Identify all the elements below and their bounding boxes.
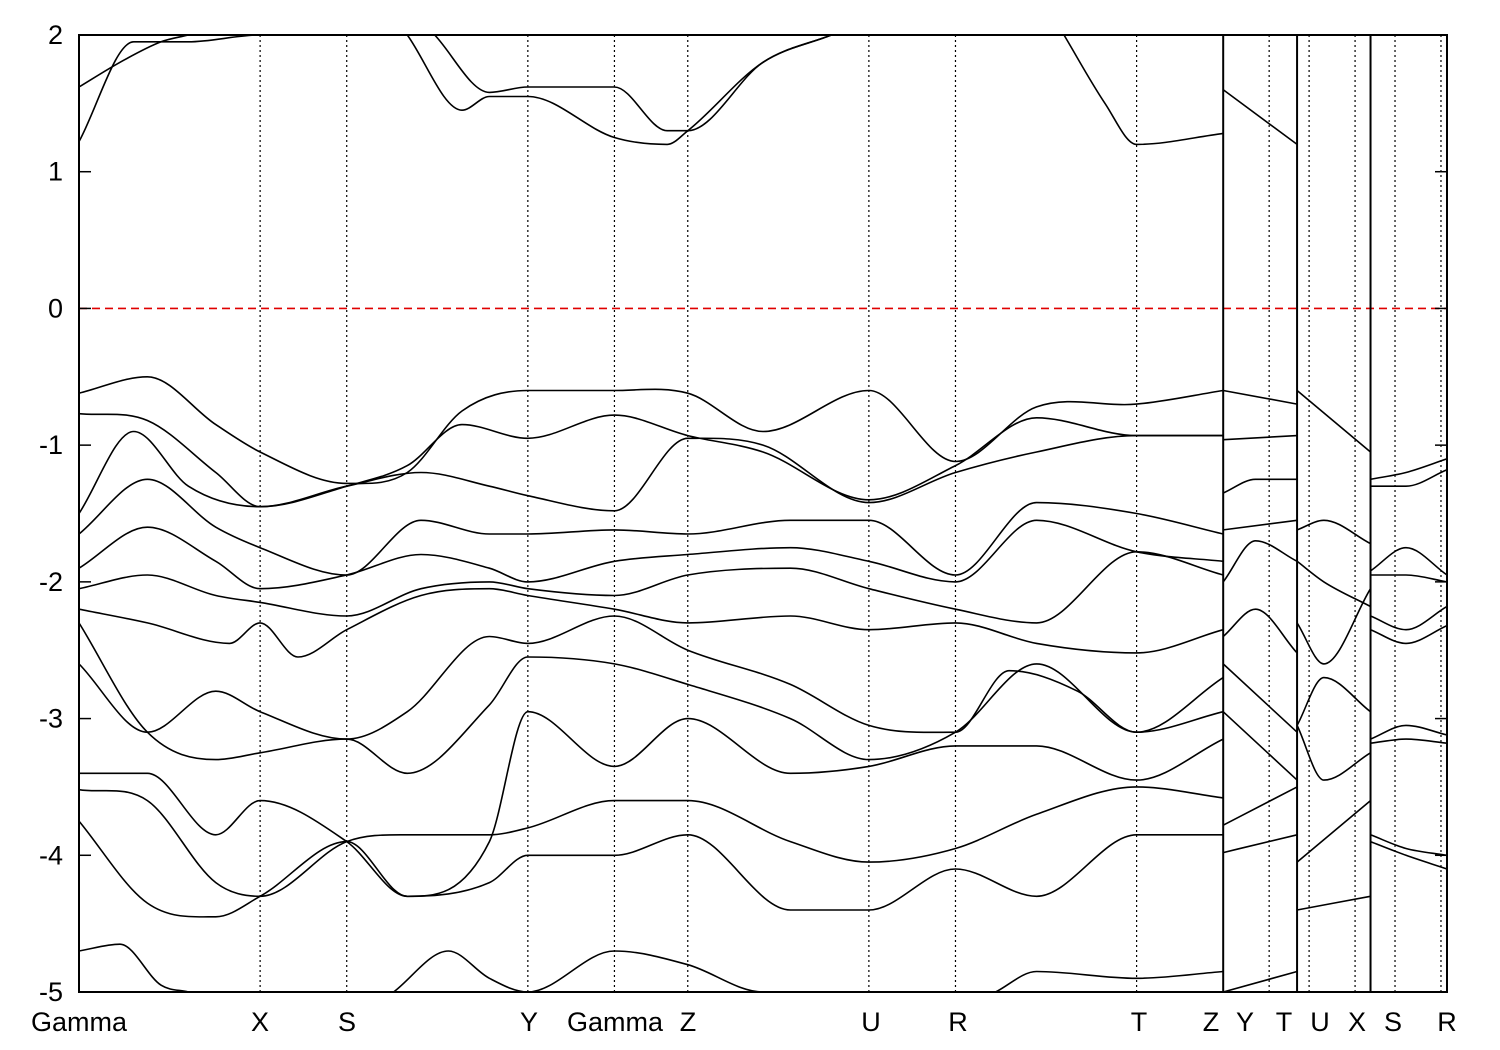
band-line-1 [79, 412, 1224, 508]
band-line-21 [1223, 389, 1298, 405]
x-tick-label: S [1384, 1007, 1402, 1037]
band-line-43 [1370, 574, 1447, 583]
band-line-49 [1370, 840, 1447, 870]
band-line-48 [1370, 834, 1447, 857]
band-line-2 [79, 430, 1224, 514]
band-line-31 [1222, 970, 1298, 992]
band-line-11 [79, 820, 1224, 918]
x-tick-label: Gamma [31, 1007, 128, 1037]
x-tick-label: Z [1203, 1007, 1220, 1037]
band-line-46 [1370, 724, 1447, 740]
band-line-0 [79, 376, 1224, 485]
band-line-9 [79, 710, 1224, 898]
band-line-8 [79, 622, 1224, 775]
x-axis: Gamma X S Y Gamma Z U R T Z Y T U X S R [31, 1007, 1457, 1037]
band-line-30 [1223, 834, 1298, 854]
y-tick-label: -1 [39, 430, 63, 460]
band-line-24 [1223, 519, 1298, 531]
x-tick-label: Gamma [567, 1007, 664, 1037]
band-line-18 [434, 35, 832, 132]
y-tick-label: -4 [39, 840, 63, 870]
band-line-14 [995, 970, 1224, 992]
y-tick-label: 1 [48, 157, 63, 187]
y-axis: -5 -4 -3 -2 -1 0 1 2 [39, 20, 1447, 1007]
x-tick-label: U [861, 1007, 881, 1037]
x-tick-label: U [1310, 1007, 1330, 1037]
x-tick-label: R [1437, 1007, 1457, 1037]
band-line-37 [1296, 725, 1371, 781]
band-line-19 [1063, 35, 1224, 146]
band-line-42 [1370, 546, 1447, 576]
x-tick-label: T [1276, 1007, 1293, 1037]
x-tick-label: X [1348, 1007, 1366, 1037]
y-tick-label: 0 [48, 293, 63, 323]
x-tick-label: X [251, 1007, 269, 1037]
band-line-47 [1370, 738, 1447, 744]
band-line-3 [79, 478, 1224, 576]
high-symmetry-lines [259, 35, 1442, 992]
y-tick-label: -5 [39, 977, 63, 1007]
band-line-40 [1370, 458, 1447, 481]
band-line-20 [1222, 89, 1298, 146]
band-line-6 [79, 587, 1224, 658]
band-line-4 [79, 519, 1224, 590]
x-tick-label: Z [680, 1007, 697, 1037]
band-line-32 [1296, 389, 1372, 453]
band-line-27 [1222, 663, 1298, 733]
x-tick-label: Y [520, 1007, 538, 1037]
band-line-41 [1370, 469, 1447, 488]
band-line-36 [1296, 676, 1371, 726]
x-tick-label: R [948, 1007, 968, 1037]
plot-frame [78, 34, 1448, 993]
band-line-10 [79, 786, 1224, 898]
x-tick-label: Y [1236, 1007, 1254, 1037]
x-tick-label: S [338, 1007, 356, 1037]
band-line-5 [79, 551, 1224, 624]
band-line-38 [1296, 799, 1372, 863]
band-line-28 [1222, 711, 1298, 781]
band-line-16 [79, 35, 189, 88]
band-line-39 [1296, 895, 1371, 911]
band-line-7 [79, 615, 1224, 740]
band-lines [79, 35, 1447, 992]
band-line-34 [1296, 560, 1371, 608]
band-line-45 [1370, 624, 1447, 645]
band-line-29 [1222, 786, 1298, 826]
y-tick-label: -2 [39, 567, 63, 597]
y-tick-label: -3 [39, 704, 63, 734]
band-line-13 [393, 950, 869, 992]
band-line-33 [1296, 519, 1371, 545]
band-line-22 [1223, 434, 1298, 441]
band-line-25 [1222, 540, 1298, 583]
band-line-44 [1370, 605, 1447, 631]
band-line-15 [79, 35, 326, 142]
band-line-35 [1296, 588, 1372, 665]
x-tick-label: T [1131, 1007, 1148, 1037]
path-break-lines [1222, 35, 1372, 992]
band-line-12 [79, 943, 189, 992]
band-line-26 [1222, 608, 1298, 654]
band-line-23 [1222, 478, 1298, 494]
band-line-17 [406, 35, 832, 146]
y-tick-label: 2 [48, 20, 63, 50]
